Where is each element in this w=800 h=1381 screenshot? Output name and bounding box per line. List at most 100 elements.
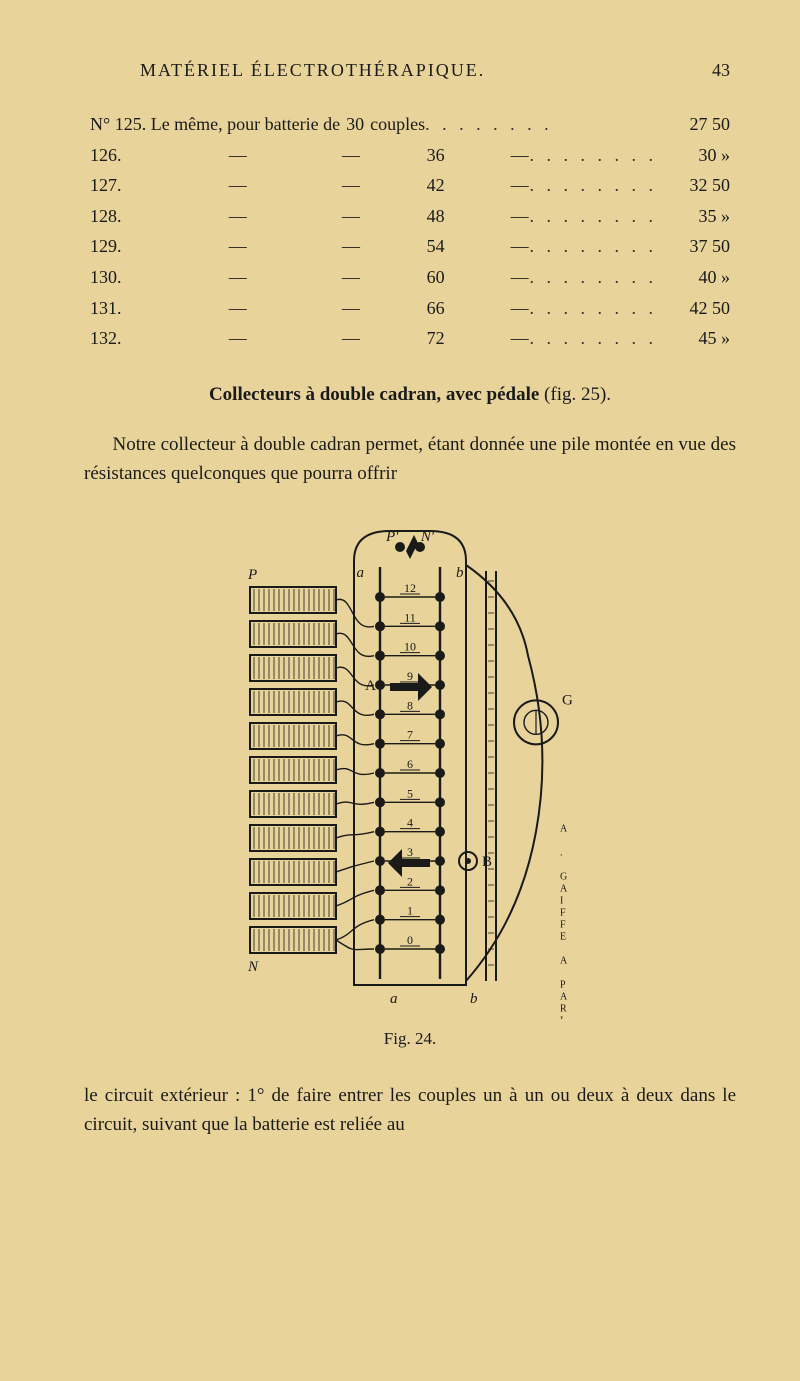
row-count: 54 [405, 231, 450, 262]
svg-text:9: 9 [407, 669, 413, 683]
footer-paragraph: le circuit extérieur : 1° de faire entre… [84, 1081, 736, 1140]
row-ditto: — [510, 262, 530, 293]
svg-text:I: I [560, 895, 563, 906]
row-price: 42 50 [655, 293, 730, 324]
row-price: 35 » [655, 201, 730, 232]
row-no: 130. [90, 262, 179, 293]
row-no: 132. [90, 323, 179, 354]
row-ditto: — [179, 262, 297, 293]
svg-text:N': N' [420, 529, 435, 545]
row-count: 72 [405, 323, 450, 354]
price-row: 128. — — 48 — . . . . . . . . 35 » [90, 201, 730, 232]
svg-text:E: E [560, 931, 566, 942]
svg-text:a: a [357, 565, 365, 581]
row-no: 131. [90, 293, 179, 324]
svg-text:0: 0 [407, 933, 413, 947]
row-leader: . . . . . . . . [529, 140, 655, 171]
svg-text:10: 10 [404, 639, 416, 653]
svg-text:F: F [560, 907, 566, 918]
svg-text:5: 5 [407, 786, 413, 800]
svg-text:a: a [390, 991, 398, 1007]
row-ditto: — [297, 323, 405, 354]
row-leader: . . . . . . . . [529, 262, 655, 293]
svg-text:1: 1 [407, 903, 413, 917]
row-ditto: — [297, 262, 405, 293]
svg-text:G: G [562, 692, 573, 708]
row-ditto: — [510, 293, 530, 324]
price-list: N° 125. Le même, pour batterie de 30 cou… [90, 109, 730, 354]
row-leader: . . . . . . . . [529, 201, 655, 232]
svg-text:b: b [470, 991, 478, 1007]
row-ditto: — [510, 231, 530, 262]
row-ditto: — [179, 170, 297, 201]
price-row: 132. — — 72 — . . . . . . . . 45 » [90, 323, 730, 354]
row-price: 32 50 [655, 170, 730, 201]
row-ditto: — [297, 231, 405, 262]
svg-text:B: B [482, 854, 492, 870]
svg-text:11: 11 [404, 610, 416, 624]
svg-text:4: 4 [407, 815, 413, 829]
svg-text:P': P' [385, 529, 399, 545]
svg-text:P: P [247, 567, 257, 583]
row-ditto: — [297, 140, 405, 171]
row-ditto: — [510, 201, 530, 232]
row-leader: . . . . . . . . [529, 323, 655, 354]
page: MATÉRIEL ÉLECTROTHÉRAPIQUE. 43 N° 125. L… [0, 0, 800, 1381]
row-prefix: N° 125. Le même, pour batterie de [90, 109, 340, 140]
price-row: 129. — — 54 — . . . . . . . . 37 50 [90, 231, 730, 262]
row-count: 48 [405, 201, 450, 232]
row-leader: . . . . . . . . [425, 109, 654, 140]
row-ditto: — [297, 170, 405, 201]
running-head: MATÉRIEL ÉLECTROTHÉRAPIQUE. 43 [80, 60, 740, 81]
running-title: MATÉRIEL ÉLECTROTHÉRAPIQUE. [140, 60, 485, 81]
svg-text:6: 6 [407, 757, 413, 771]
row-ditto: — [510, 140, 530, 171]
row-price: 27 50 [654, 109, 730, 140]
svg-text:G: G [560, 871, 567, 882]
row-ditto: — [179, 323, 297, 354]
row-count: 60 [405, 262, 450, 293]
row-price: 40 » [655, 262, 730, 293]
row-price: 37 50 [655, 231, 730, 262]
row-no: 126. [90, 140, 179, 171]
svg-text:P: P [560, 979, 566, 990]
price-row: 131. — — 66 — . . . . . . . . 42 50 [90, 293, 730, 324]
row-ditto: — [179, 140, 297, 171]
svg-text:N: N [247, 959, 259, 975]
row-ditto: — [510, 323, 530, 354]
row-no: 128. [90, 201, 179, 232]
svg-text:A: A [560, 823, 568, 834]
section-title: Collecteurs à double cadran, avec pédale… [80, 384, 740, 406]
row-count: 36 [405, 140, 450, 171]
svg-text:I: I [560, 1015, 563, 1018]
row-no: 127. [90, 170, 179, 201]
svg-text:R: R [560, 1003, 567, 1014]
row-ditto: — [179, 201, 297, 232]
page-number: 43 [712, 60, 730, 81]
row-ditto: — [510, 170, 530, 201]
svg-text:F: F [560, 919, 566, 930]
row-ditto: — [297, 201, 405, 232]
price-row: 127. — — 42 — . . . . . . . . 32 50 [90, 170, 730, 201]
section-title-rest: (fig. 25). [539, 384, 611, 405]
price-row: 126. — — 36 — . . . . . . . . 30 » [90, 140, 730, 171]
row-count: 66 [405, 293, 450, 324]
row-leader: . . . . . . . . [529, 231, 655, 262]
svg-text:8: 8 [407, 698, 413, 712]
row-price: 30 » [655, 140, 730, 171]
svg-text:.: . [560, 847, 563, 858]
row-couples-word: couples [370, 109, 425, 140]
row-count: 42 [405, 170, 450, 201]
row-leader: . . . . . . . . [529, 170, 655, 201]
price-row: N° 125. Le même, pour batterie de 30 cou… [90, 109, 730, 140]
figure-24-svg: P'N'ab1211109876543210ABabPNGA . GAIFFE … [230, 509, 590, 1019]
price-row: 130. — — 60 — . . . . . . . . 40 » [90, 262, 730, 293]
row-price: 45 » [655, 323, 730, 354]
figure-24: P'N'ab1211109876543210ABabPNGA . GAIFFE … [80, 509, 740, 1019]
row-no: 129. [90, 231, 179, 262]
svg-text:2: 2 [407, 874, 413, 888]
figure-caption: Fig. 24. [80, 1029, 740, 1049]
svg-text:A: A [560, 883, 568, 894]
svg-text:12: 12 [404, 581, 416, 595]
row-ditto: — [179, 293, 297, 324]
